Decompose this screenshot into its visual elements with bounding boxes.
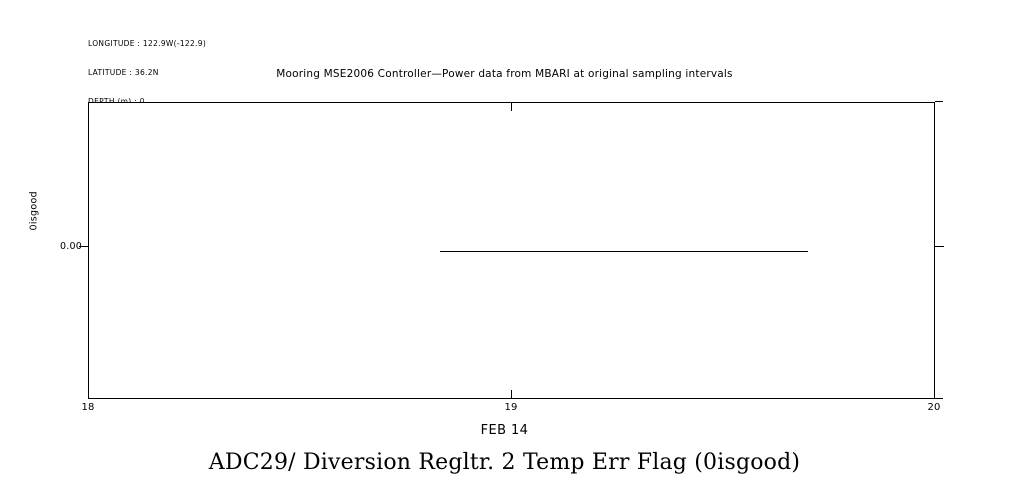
xtick-bottom-20	[934, 390, 936, 399]
xtick-bottom-19	[511, 390, 513, 399]
xtick-label-20: 20	[927, 402, 941, 413]
plot-caption: ADC29/ Diversion Regltr. 2 Temp Err Flag…	[208, 450, 801, 475]
xtick-top-19	[511, 102, 513, 111]
xtick-label-19: 19	[504, 402, 518, 413]
data-series-line	[439, 250, 808, 253]
xtick-top-18	[88, 102, 90, 111]
ytick-right-0	[935, 246, 944, 248]
metadata-latitude: LATITUDE : 36.2N	[88, 67, 159, 77]
chart-title: Mooring MSE2006 Controller—Power data fr…	[276, 68, 733, 80]
ytick-label-0: 0.00	[60, 241, 82, 252]
metadata-longitude: LONGITUDE : 122.9W(-122.9)	[88, 39, 207, 49]
xtick-label-18: 18	[81, 402, 95, 413]
xtick-top-20	[934, 102, 936, 111]
ytick-left-0	[79, 246, 88, 248]
y-axis-title: 0isgood	[28, 191, 40, 231]
top-axis-overshoot	[935, 101, 943, 103]
bottom-axis-overshoot	[935, 398, 943, 400]
metadata-depth: DEPTH (m) : 0	[88, 97, 206, 107]
x-axis-title: FEB 14	[480, 423, 529, 438]
xtick-bottom-18	[88, 390, 90, 399]
